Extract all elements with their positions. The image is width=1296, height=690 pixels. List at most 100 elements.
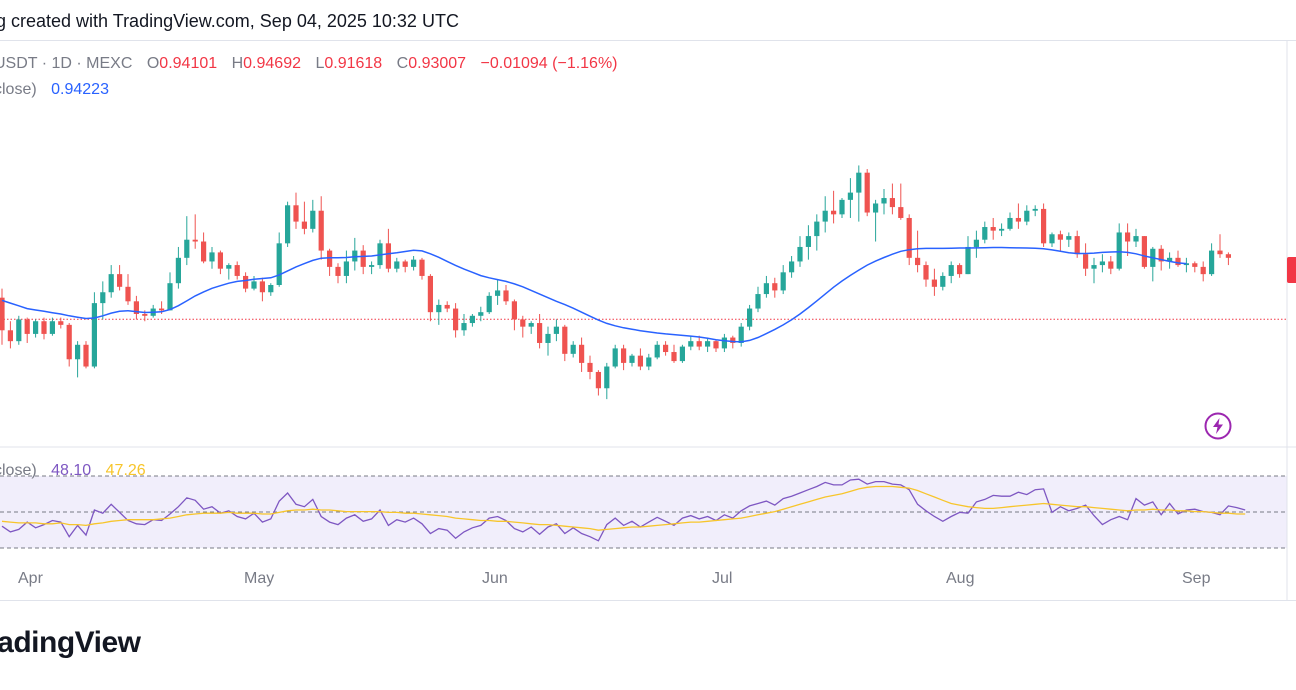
candle-body (75, 344, 81, 360)
candle-body (780, 272, 786, 291)
candle-body (117, 274, 123, 287)
candle-body (159, 308, 165, 311)
candle-body (528, 323, 534, 327)
candle-body (604, 366, 610, 389)
candle-body (486, 295, 492, 313)
low-label: L (315, 55, 325, 72)
price-chart[interactable] (0, 0, 1296, 600)
ma-legend: close) 0.94223 (0, 81, 119, 99)
ohlc-legend: USDT · 1D · MEXC O0.94101 H0.94692 L0.91… (0, 55, 628, 73)
candle-body (705, 341, 711, 347)
candle-body (175, 257, 181, 284)
candle-body (91, 303, 97, 367)
candle-body (133, 301, 139, 314)
candle-body (730, 337, 736, 343)
candle-body (402, 261, 408, 267)
candle-body (100, 292, 106, 304)
candle-body (1183, 263, 1189, 266)
candle-body (915, 257, 921, 266)
candle-body (587, 362, 593, 372)
candle-body (1032, 208, 1038, 211)
candle-body (251, 281, 257, 289)
last-price-marker (1287, 257, 1296, 283)
candle-body (1015, 217, 1021, 222)
candle-body (646, 357, 652, 367)
candle-body (259, 281, 265, 293)
candle-body (66, 324, 72, 360)
candle-body (461, 323, 467, 331)
candle-body (1175, 257, 1181, 266)
candle-body (671, 352, 677, 362)
candle-body (1108, 261, 1114, 269)
candle-body (805, 236, 811, 247)
candle-body (310, 210, 316, 229)
candle-body (385, 243, 391, 269)
candle-body (679, 346, 685, 362)
candle-body (419, 259, 425, 276)
candle-body (1057, 234, 1063, 240)
candle-body (1141, 236, 1147, 267)
chart-caption: g created with TradingView.com, Sep 04, … (0, 11, 459, 31)
candle-body (293, 205, 299, 222)
candle-body (1125, 232, 1131, 242)
candle-body (1049, 234, 1055, 244)
candle-body (570, 344, 576, 354)
close-label: C (396, 55, 409, 72)
candle-body (940, 275, 946, 287)
candle-body (1225, 254, 1231, 258)
close-value: 0.93007 (408, 55, 467, 72)
candle-body (553, 326, 559, 334)
rsi-ma-line (1, 485, 1246, 531)
candle-body (856, 172, 862, 193)
x-tick-jun: Jun (482, 570, 508, 587)
candle-body (511, 301, 517, 320)
candle-body (637, 355, 643, 367)
candle-body (58, 321, 64, 325)
candle-body (931, 279, 937, 287)
rsi-ma-value: 47.26 (105, 462, 146, 479)
candle-body (1192, 263, 1198, 267)
candle-body (16, 319, 22, 342)
candle-body (1116, 232, 1122, 269)
candle-body (990, 227, 996, 231)
candle-body (663, 344, 669, 353)
candle-body (579, 344, 585, 363)
candle-body (965, 246, 971, 275)
x-tick-jul: Jul (712, 570, 733, 587)
candle-body (873, 203, 879, 213)
lightning-bolt-icon[interactable] (1204, 412, 1232, 440)
candle-body (973, 239, 979, 247)
candle-body (797, 246, 803, 262)
candle-body (906, 217, 912, 258)
candle-body (49, 321, 55, 334)
candle-body (217, 252, 223, 269)
candle-body (696, 341, 702, 347)
candle-body (1074, 236, 1080, 255)
candle-body (772, 283, 778, 291)
candle-body (24, 319, 30, 334)
candle-body (1209, 250, 1215, 275)
candle-body (369, 265, 375, 267)
candle-body (537, 323, 543, 343)
candle-body (957, 265, 963, 275)
candle-body (814, 221, 820, 237)
candle-body (301, 221, 307, 229)
candle-body (444, 304, 450, 309)
candle-body (394, 261, 400, 269)
candle-body (411, 259, 417, 267)
rsi-label: close) (0, 462, 37, 479)
high-value: 0.94692 (243, 55, 301, 72)
candle-body (234, 265, 240, 276)
x-tick-aug: Aug (946, 570, 975, 587)
candle-body (847, 192, 853, 200)
bottom-divider (0, 600, 1296, 601)
candle-body (83, 344, 89, 367)
candle-body (503, 290, 509, 302)
candle-body (318, 210, 324, 251)
candle-body (7, 330, 13, 342)
open-label: O (146, 55, 160, 72)
candle-body (612, 348, 618, 367)
candle-body (898, 207, 904, 218)
candle-body (436, 304, 442, 313)
x-tick-sep: Sep (1182, 570, 1211, 587)
